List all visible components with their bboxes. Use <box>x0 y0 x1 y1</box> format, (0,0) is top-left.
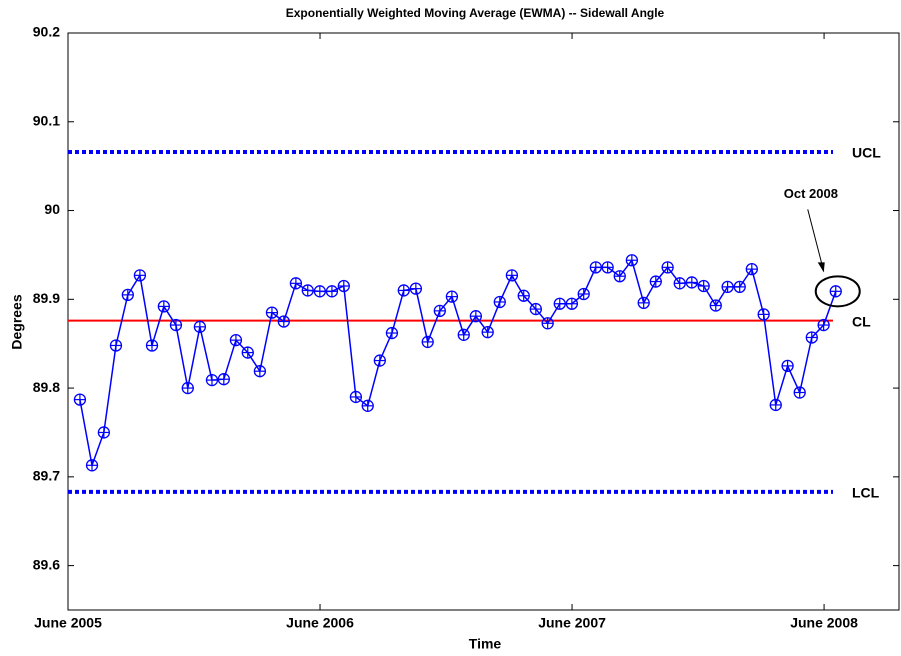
y-tick-label: 89.8 <box>33 379 60 395</box>
data-point <box>289 277 303 290</box>
data-point <box>589 261 602 274</box>
data-point <box>733 280 746 294</box>
data-point <box>205 373 219 387</box>
data-point <box>505 269 519 282</box>
data-point <box>157 300 170 313</box>
data-point <box>373 354 386 367</box>
data-point <box>445 290 459 303</box>
data-point <box>109 339 123 352</box>
data-point <box>685 276 698 289</box>
x-axis-label: Time <box>469 636 502 652</box>
data-point <box>649 275 662 288</box>
data-point <box>469 310 483 323</box>
data-point <box>541 317 554 330</box>
data-point <box>553 297 566 310</box>
reference-label: UCL <box>852 145 881 161</box>
data-point <box>829 285 842 298</box>
data-point <box>325 285 339 298</box>
data-point <box>493 295 506 309</box>
annotation-arrow <box>807 209 825 272</box>
data-point <box>265 306 279 319</box>
data-point <box>817 318 830 332</box>
data-point <box>313 285 326 298</box>
data-point <box>349 390 363 404</box>
y-tick-label: 90 <box>44 201 60 217</box>
data-point <box>121 288 134 302</box>
data-point <box>301 284 314 297</box>
data-point <box>457 328 470 341</box>
data-point <box>193 320 207 333</box>
series-line <box>79 258 837 469</box>
annotation-label: Oct 2008 <box>784 186 838 201</box>
y-tick-label: 90.1 <box>33 112 60 128</box>
data-point <box>697 279 710 293</box>
data-point <box>781 359 794 373</box>
data-point <box>517 289 530 302</box>
data-point <box>481 326 494 339</box>
data-point <box>421 335 434 349</box>
data-point <box>805 331 818 344</box>
data-point <box>229 333 243 347</box>
data-point <box>133 269 147 282</box>
y-tick-label: 89.6 <box>33 556 60 572</box>
data-point <box>757 308 770 321</box>
data-point <box>145 339 159 352</box>
data-point <box>241 346 254 359</box>
chart-title: Exponentially Weighted Moving Average (E… <box>286 6 665 20</box>
data-point <box>253 365 267 378</box>
data-point <box>745 262 758 276</box>
data-point <box>397 284 410 297</box>
annotation-arrowhead <box>817 262 825 273</box>
data-point <box>601 261 614 274</box>
data-point <box>529 302 542 316</box>
reference-label: CL <box>852 313 871 329</box>
x-tick-label: June 2007 <box>538 615 606 631</box>
data-point <box>361 399 374 412</box>
data-point <box>673 277 686 290</box>
data-point <box>709 299 722 312</box>
reference-label: LCL <box>852 485 880 501</box>
data-point <box>613 270 626 283</box>
data-point <box>217 373 230 386</box>
data-point <box>793 386 806 399</box>
data-point <box>661 261 674 274</box>
data-point <box>97 426 111 439</box>
data-point <box>73 393 87 406</box>
annotation-ellipse <box>814 275 861 308</box>
data-point <box>85 459 99 472</box>
data-point <box>181 381 194 395</box>
data-point <box>385 326 399 340</box>
data-point <box>433 304 446 317</box>
data-point <box>637 296 650 310</box>
data-point <box>337 279 350 293</box>
data-point <box>565 297 579 310</box>
data-point <box>625 254 639 267</box>
data-point <box>169 318 183 332</box>
x-tick-label: June 2005 <box>34 615 102 631</box>
data-point <box>277 315 290 328</box>
x-tick-label: June 2006 <box>286 615 354 631</box>
y-tick-label: 90.2 <box>33 24 60 40</box>
data-point <box>769 398 782 412</box>
data-point <box>409 282 423 295</box>
y-axis-label: Degrees <box>9 294 25 349</box>
data-point <box>721 280 734 294</box>
y-tick-label: 89.9 <box>33 290 60 306</box>
y-tick-label: 89.7 <box>33 468 60 484</box>
x-tick-label: June 2008 <box>790 615 858 631</box>
data-point <box>577 287 590 301</box>
